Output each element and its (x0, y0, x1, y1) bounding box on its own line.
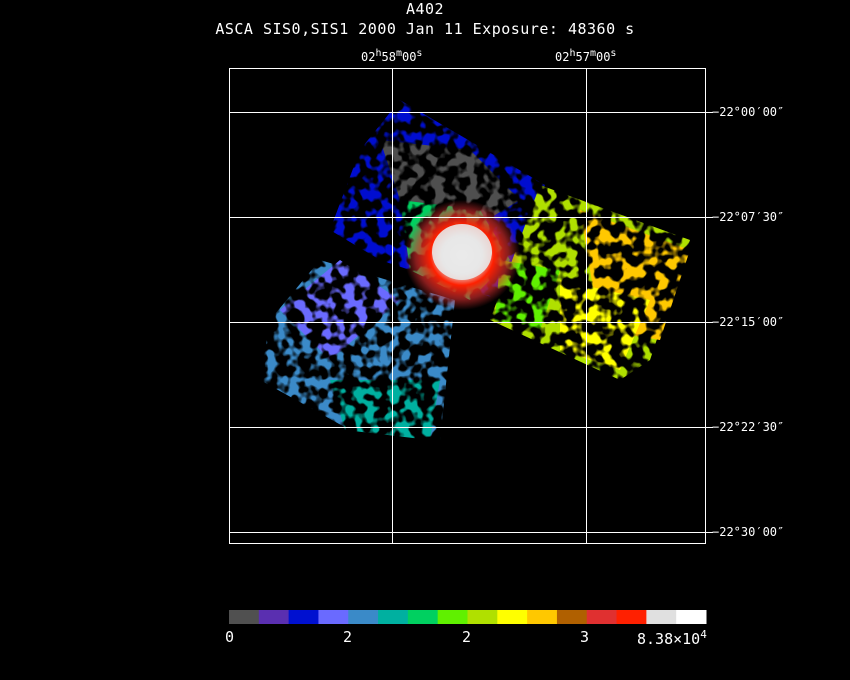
colorbar-swatch (288, 610, 319, 624)
colorbar-swatch (497, 610, 528, 624)
dec-tick-label-5: −22°30′00″ (712, 525, 785, 539)
colorbar-swatch (348, 610, 379, 624)
colorbar-swatch (258, 610, 290, 624)
colorbar-swatch (229, 610, 260, 624)
colorbar-tick-3: 3 (580, 628, 590, 646)
colorbar-swatch (437, 610, 468, 624)
colorbar-swatch (586, 610, 618, 624)
colorbar-tick-2: 2 (462, 628, 472, 646)
ra-tick-label-2: 02h57m00s (555, 48, 617, 64)
dec-tick-label-4: −22°22′30″ (712, 420, 785, 434)
dec-tick-label-2: −22°07′30″ (712, 210, 785, 224)
colorbar (229, 610, 707, 624)
ra-tick-label-1: 02h58m00s (361, 48, 423, 64)
colorbar-swatch (646, 610, 677, 624)
coordinate-grid (229, 68, 713, 544)
dec-tick-label-1: −22°00′00″ (712, 105, 785, 119)
dec-tick-label-3: −22°15′00″ (712, 315, 785, 329)
image-subtitle: ASCA SIS0,SIS1 2000 Jan 11 Exposure: 483… (215, 20, 635, 38)
colorbar-swatch (676, 610, 707, 624)
colorbar-swatch (318, 610, 349, 624)
colorbar-max-label: 8.38×104 (637, 628, 707, 648)
image-title: A402 (405, 0, 445, 18)
colorbar-swatch (556, 610, 588, 624)
colorbar-tick-1: 2 (343, 628, 353, 646)
colorbar-swatch (527, 610, 558, 624)
colorbar-tick-0: 0 (225, 628, 235, 646)
colorbar-swatch (407, 610, 439, 624)
colorbar-swatch (467, 610, 498, 624)
colorbar-swatch (616, 610, 647, 624)
colorbar-swatch (378, 610, 409, 624)
